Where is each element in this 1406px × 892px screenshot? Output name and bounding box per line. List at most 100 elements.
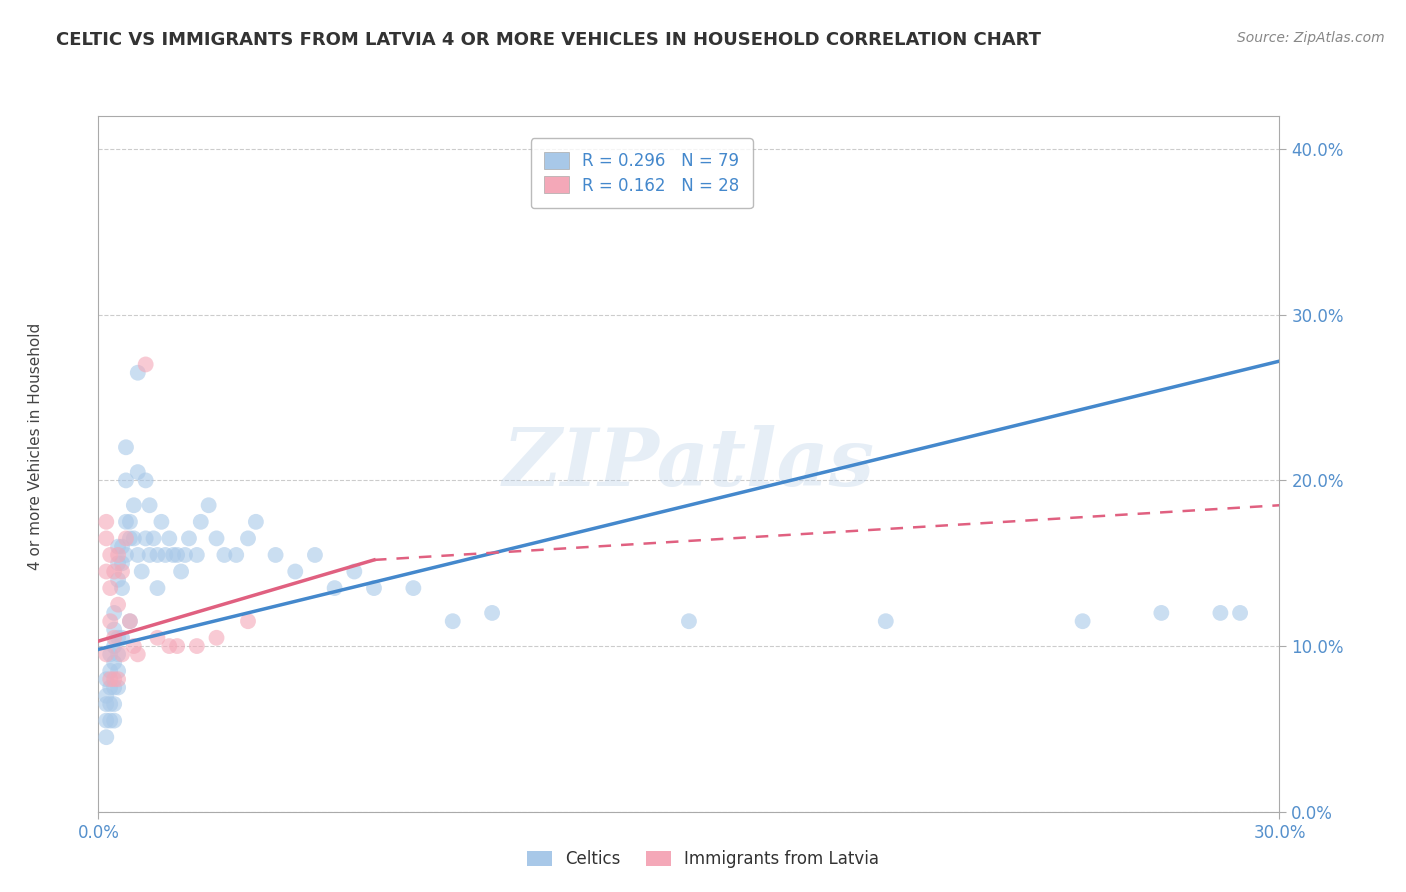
Point	[115, 515, 138, 529]
Point	[98, 581, 121, 595]
Point	[111, 540, 134, 554]
Point	[197, 498, 219, 512]
Point	[135, 358, 157, 372]
Point	[122, 532, 145, 546]
Point	[103, 656, 125, 670]
Point	[363, 581, 385, 595]
Point	[96, 730, 118, 744]
Point	[264, 548, 287, 562]
Point	[155, 548, 177, 562]
Point	[103, 631, 125, 645]
Point	[115, 474, 138, 488]
Point	[157, 532, 180, 546]
Point	[111, 581, 134, 595]
Text: CELTIC VS IMMIGRANTS FROM LATVIA 4 OR MORE VEHICLES IN HOUSEHOLD CORRELATION CHA: CELTIC VS IMMIGRANTS FROM LATVIA 4 OR MO…	[56, 31, 1042, 49]
Point	[103, 639, 125, 653]
Point	[236, 614, 259, 628]
Point	[107, 540, 129, 554]
Point	[127, 548, 149, 562]
Point	[107, 556, 129, 570]
Point	[150, 515, 173, 529]
Point	[107, 664, 129, 678]
Text: 4 or more Vehicles in Household: 4 or more Vehicles in Household	[28, 322, 42, 570]
Point	[115, 532, 138, 546]
Point	[107, 573, 129, 587]
Point	[111, 648, 134, 662]
Point	[157, 639, 180, 653]
Point	[170, 565, 193, 579]
Point	[127, 465, 149, 479]
Point	[236, 532, 259, 546]
Point	[103, 714, 125, 728]
Point	[1071, 614, 1094, 628]
Point	[135, 532, 157, 546]
Point	[402, 581, 425, 595]
Point	[146, 581, 169, 595]
Point	[875, 614, 897, 628]
Point	[284, 565, 307, 579]
Point	[111, 556, 134, 570]
Point	[107, 672, 129, 686]
Point	[96, 532, 118, 546]
Point	[1229, 606, 1251, 620]
Point	[1209, 606, 1232, 620]
Point	[678, 614, 700, 628]
Point	[138, 498, 160, 512]
Point	[111, 631, 134, 645]
Point	[205, 631, 228, 645]
Point	[118, 614, 141, 628]
Point	[107, 631, 129, 645]
Point	[122, 639, 145, 653]
Point	[103, 681, 125, 695]
Point	[1150, 606, 1173, 620]
Point	[98, 681, 121, 695]
Point	[146, 631, 169, 645]
Text: ZIPatlas: ZIPatlas	[503, 425, 875, 502]
Point	[135, 474, 157, 488]
Point	[146, 548, 169, 562]
Point	[174, 548, 197, 562]
Point	[103, 565, 125, 579]
Point	[118, 515, 141, 529]
Point	[127, 648, 149, 662]
Point	[107, 548, 129, 562]
Point	[166, 639, 188, 653]
Point	[245, 515, 267, 529]
Point	[96, 697, 118, 711]
Point	[107, 681, 129, 695]
Point	[103, 606, 125, 620]
Point	[131, 565, 153, 579]
Point	[103, 697, 125, 711]
Point	[103, 672, 125, 686]
Point	[96, 714, 118, 728]
Point	[115, 548, 138, 562]
Point	[481, 606, 503, 620]
Point	[96, 648, 118, 662]
Point	[343, 565, 366, 579]
Legend: Celtics, Immigrants from Latvia: Celtics, Immigrants from Latvia	[520, 844, 886, 875]
Point	[166, 548, 188, 562]
Point	[118, 614, 141, 628]
Point	[186, 548, 208, 562]
Point	[122, 498, 145, 512]
Point	[96, 565, 118, 579]
Point	[103, 623, 125, 637]
Point	[186, 639, 208, 653]
Point	[96, 689, 118, 703]
Point	[98, 648, 121, 662]
Point	[98, 672, 121, 686]
Point	[190, 515, 212, 529]
Point	[98, 697, 121, 711]
Point	[98, 548, 121, 562]
Point	[98, 714, 121, 728]
Point	[127, 366, 149, 380]
Legend: R = 0.296   N = 79, R = 0.162   N = 28: R = 0.296 N = 79, R = 0.162 N = 28	[530, 138, 752, 208]
Point	[96, 672, 118, 686]
Point	[441, 614, 464, 628]
Point	[115, 440, 138, 454]
Point	[214, 548, 236, 562]
Point	[142, 532, 165, 546]
Point	[107, 598, 129, 612]
Point	[205, 532, 228, 546]
Point	[98, 664, 121, 678]
